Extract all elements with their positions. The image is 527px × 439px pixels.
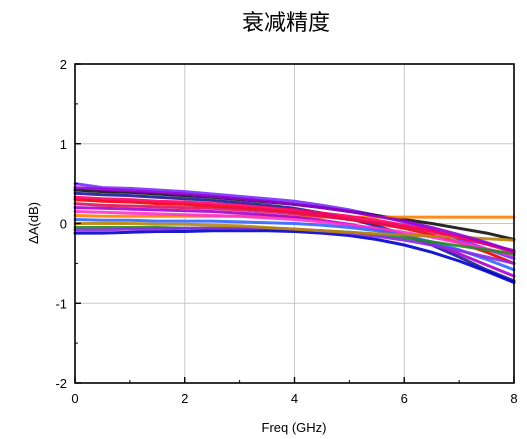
series-line-3 [73,191,516,283]
series-line-15 [73,186,516,253]
x-tick-label: 8 [510,391,517,406]
series-line-11 [73,229,516,284]
series-line-13 [73,222,516,242]
y-tick-label: 0 [60,217,67,232]
x-tick-label: 4 [291,391,298,406]
series-line-14 [73,195,516,254]
y-axis-label: ΔA(dB) [26,202,41,244]
y-tick-label: 2 [60,57,67,72]
x-tick-label: 6 [401,391,408,406]
series-group [73,182,516,284]
y-tick-label: -1 [55,296,67,311]
x-axis-label: Freq (GHz) [262,420,327,435]
x-tick-label: 0 [71,391,78,406]
series-line-8 [73,210,516,257]
ticks [74,63,515,384]
tick-labels: 0 2 4 6 8 2 1 0 -1 -2 [55,57,517,406]
y-tick-label: -2 [55,376,67,391]
y-tick-label: 1 [60,137,67,152]
chart-title: 衰减精度 [242,11,330,36]
x-tick-label: 2 [181,391,188,406]
